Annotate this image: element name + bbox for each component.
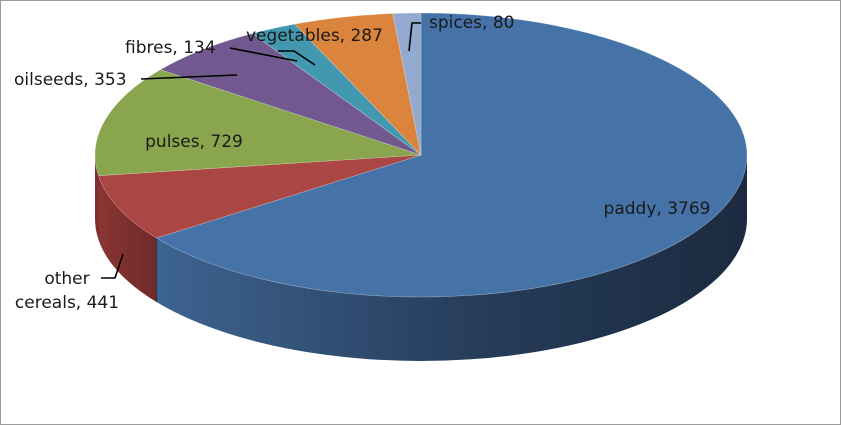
pie-sides	[95, 155, 748, 361]
label-other-cereals-line2: cereals, 441	[15, 293, 119, 313]
leader-oilseeds	[140, 74, 238, 80]
label-other-cereals-line1: other	[44, 269, 89, 289]
label-oilseeds: oilseeds, 353	[14, 70, 127, 90]
slice-other-cereals	[98, 154, 422, 239]
slice-side-paddy	[156, 155, 748, 361]
leader-fibres	[229, 47, 298, 62]
label-vegetables: vegetables, 287	[246, 26, 383, 46]
pie-slices	[94, 12, 748, 298]
slice-side-other-cereals	[98, 175, 157, 303]
label-paddy: paddy, 3769	[604, 199, 711, 219]
leader-other-cereals	[101, 253, 124, 279]
slice-side-pulses	[95, 155, 99, 240]
slice-paddy	[155, 12, 748, 298]
leader-lines	[101, 22, 421, 279]
data-labels: paddy, 3769 other cereals, 441 pulses, 729 o…	[14, 13, 710, 313]
slice-spices	[392, 12, 422, 156]
slice-oilseeds	[159, 33, 422, 156]
label-spices: spices, 80	[429, 13, 514, 33]
label-fibres: fibres, 134	[125, 38, 216, 58]
leader-spices	[408, 22, 421, 52]
leader-vegetables	[278, 50, 316, 66]
slice-vegetables	[294, 13, 422, 156]
label-pulses: pulses, 729	[145, 132, 243, 152]
slice-fibres	[251, 23, 422, 156]
